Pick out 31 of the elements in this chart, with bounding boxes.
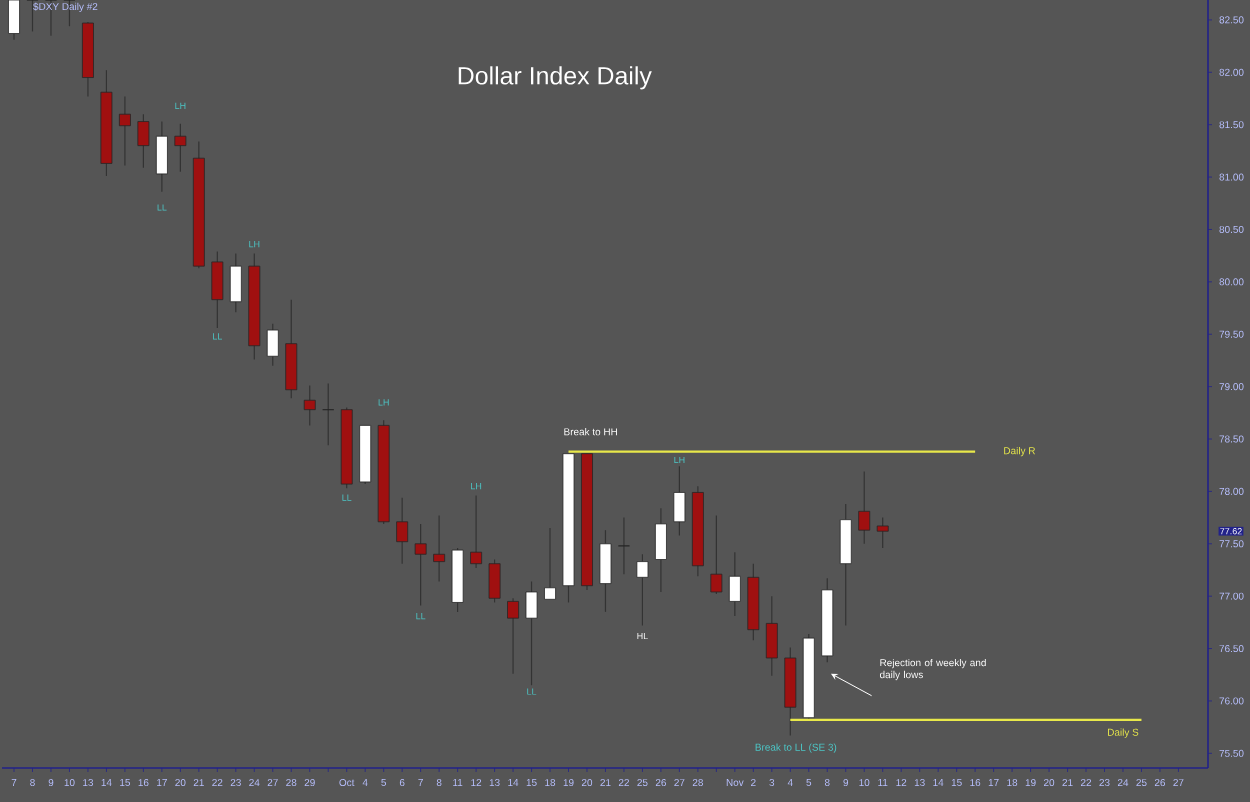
candlestick — [137, 113, 150, 169]
candlestick — [858, 470, 871, 545]
candlestick — [525, 580, 538, 686]
candlestick — [728, 551, 741, 617]
candlestick — [544, 527, 556, 600]
candlestick — [211, 250, 224, 329]
candlestick — [470, 494, 483, 569]
candlestick — [414, 523, 427, 607]
candlestick — [322, 382, 335, 446]
candlestick — [285, 299, 298, 399]
candlestick — [507, 597, 519, 675]
candlestick — [118, 95, 131, 167]
candlestick — [266, 323, 279, 367]
candlestick — [654, 507, 667, 593]
candlestick — [636, 553, 649, 627]
text: Dollar Index Daily — [458, 66, 652, 90]
candlestick — [618, 516, 630, 575]
candlestick — [8, 0, 20, 41]
candlestick — [155, 120, 168, 193]
candlestick — [174, 123, 187, 173]
candlestick — [599, 529, 612, 613]
candlestick — [433, 514, 446, 583]
candlestick — [229, 252, 242, 313]
candlestick — [710, 514, 723, 595]
candlestick — [488, 558, 501, 604]
candlestick — [303, 384, 316, 426]
candlestick — [839, 503, 852, 627]
candlestick — [765, 595, 778, 677]
candlestick — [876, 516, 889, 549]
candlestick — [673, 465, 686, 536]
candlestick — [396, 497, 409, 565]
